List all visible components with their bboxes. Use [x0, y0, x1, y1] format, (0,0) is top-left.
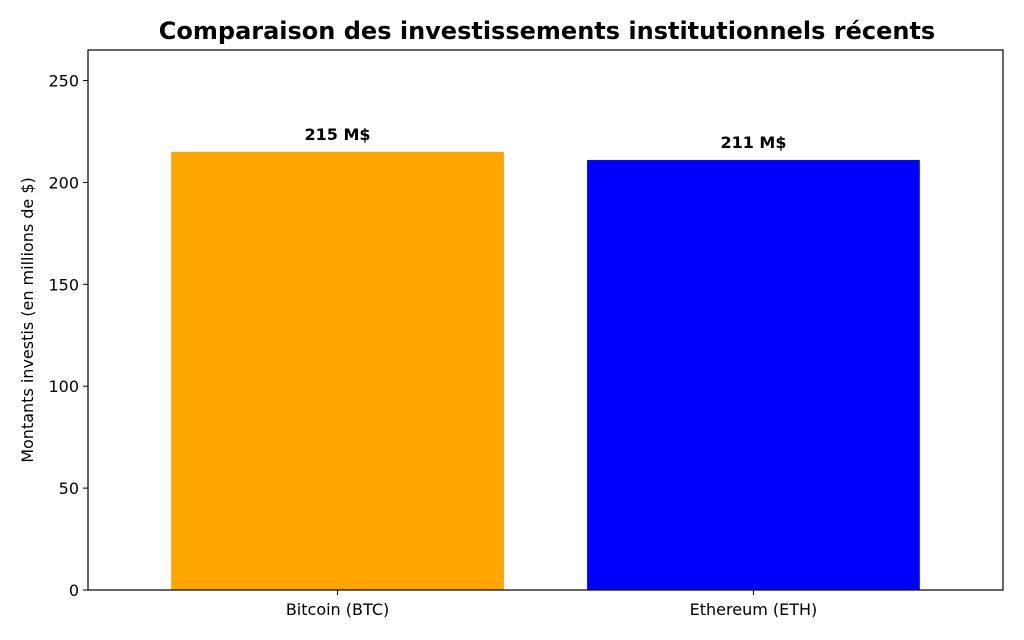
- y-tick-label-5: 250: [48, 72, 79, 91]
- bar-1: [587, 160, 920, 591]
- chart-title: Comparaison des investissements institut…: [159, 17, 935, 45]
- y-ticks-group: 0 50 100 150 200 250: [48, 72, 88, 600]
- y-axis-label: Montants investis (en millions de $): [18, 177, 37, 463]
- y-tick-label-4: 200: [48, 173, 79, 192]
- bars-group: [171, 151, 920, 591]
- bar-0: [171, 151, 504, 591]
- y-tick-label-3: 150: [48, 275, 79, 294]
- x-tick-label-0: Bitcoin (BTC): [286, 600, 389, 619]
- data-label-0: 215 M$: [305, 125, 371, 144]
- y-tick-label-1: 50: [59, 479, 79, 498]
- data-label-1: 211 M$: [720, 133, 786, 152]
- y-tick-label-2: 100: [48, 377, 79, 396]
- x-ticks-group: Bitcoin (BTC) Ethereum (ETH): [286, 590, 817, 619]
- data-labels-group: 215 M$ 211 M$: [305, 125, 787, 152]
- x-tick-label-1: Ethereum (ETH): [690, 600, 818, 619]
- y-tick-label-0: 0: [69, 581, 79, 600]
- plot-frame: [87, 49, 1004, 591]
